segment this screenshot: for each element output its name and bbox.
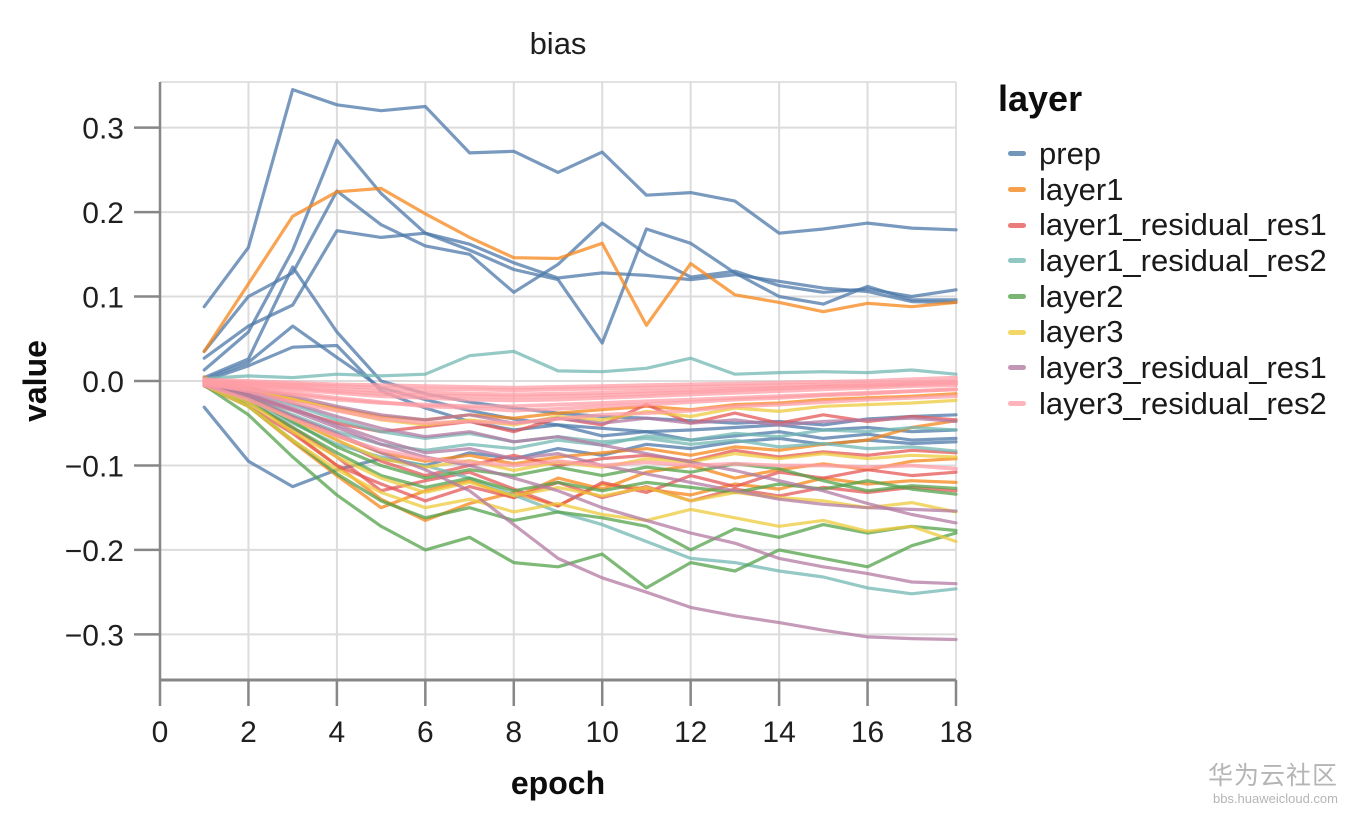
legend-swatch-layer3 <box>1008 329 1026 335</box>
line-prep <box>202 138 958 372</box>
x-tick-label: 14 <box>762 716 795 749</box>
data-lines <box>202 87 958 642</box>
legend-label: layer1_residual_res2 <box>1039 242 1327 278</box>
legend-swatch-layer1_residual_res1 <box>1008 222 1026 228</box>
legend-label: layer1_residual_res1 <box>1039 207 1327 243</box>
legend-label: layer3_residual_res1 <box>1039 349 1327 385</box>
line-layer3_residual_res2 <box>202 378 958 393</box>
line-layer1_residual_res2 <box>202 383 958 596</box>
legend-swatch-layer2 <box>1008 294 1026 300</box>
line-layer3_residual_res2 <box>202 383 958 471</box>
line-prep <box>202 87 958 309</box>
line-prep <box>202 189 958 353</box>
y-tick-label: 0.3 <box>82 113 124 146</box>
y-tick-label: 0.1 <box>82 282 124 315</box>
y-tick-label: 0.0 <box>82 366 124 399</box>
axes: 0.3 0.2 0.1 0.0 −0.1 −0.2 −0.3 0 2 4 6 8 10 12 14 16 18 <box>65 82 973 749</box>
legend-item-layer3_residual_res2: layer3_residual_res2 <box>1008 386 1327 422</box>
legend-label: layer3 <box>1039 314 1124 350</box>
legend-item-layer1_residual_res2: layer1_residual_res2 <box>1008 243 1327 279</box>
line-layer3 <box>202 383 958 544</box>
y-tick-label: −0.3 <box>65 619 124 652</box>
y-tick-label: −0.1 <box>65 450 124 483</box>
legend-label: layer2 <box>1039 278 1124 314</box>
x-tick-label: 10 <box>586 716 619 749</box>
line-layer1 <box>202 186 958 353</box>
legend: layer prep layer1 layer1_residual_res1 laye… <box>998 80 1327 422</box>
line-layer3_residual_res1 <box>202 380 958 427</box>
legend-swatch-layer3_residual_res2 <box>1008 401 1026 407</box>
line-layer3_residual_res1 <box>202 381 958 513</box>
y-tick-label: 0.2 <box>82 197 124 230</box>
legend-item-layer2: layer2 <box>1008 279 1327 315</box>
line-layer1 <box>202 383 958 422</box>
legend-item-layer3_residual_res1: layer3_residual_res1 <box>1008 350 1327 386</box>
x-axis-title: epoch <box>511 765 605 801</box>
line-layer1_residual_res2 <box>202 349 958 381</box>
line-layer3_residual_res1 <box>202 383 958 642</box>
legend-item-layer3: layer3 <box>1008 314 1327 350</box>
line-layer3_residual_res1 <box>202 382 958 586</box>
x-tick-label: 18 <box>939 716 972 749</box>
line-layer3 <box>202 381 958 514</box>
legend-label: prep <box>1039 135 1102 171</box>
line-layer3_residual_res1 <box>202 381 958 525</box>
x-tick-label: 0 <box>152 716 169 749</box>
line-layer1_residual_res2 <box>202 379 958 453</box>
x-tick-label: 16 <box>851 716 884 749</box>
legend-swatch-prep <box>1008 151 1026 157</box>
x-tick-label: 6 <box>417 716 434 749</box>
line-layer3_residual_res2 <box>202 379 958 413</box>
legend-swatch-layer3_residual_res1 <box>1008 365 1026 371</box>
x-tick-label: 12 <box>674 716 707 749</box>
legend-swatch-layer1 <box>1008 187 1026 193</box>
watermark: 华为云社区 bbs.huaweicloud.com <box>1208 761 1338 807</box>
x-tick-label: 4 <box>329 716 346 749</box>
watermark-url: bbs.huaweicloud.com <box>1212 791 1338 806</box>
legend-label: layer1 <box>1039 171 1124 207</box>
line-layer2 <box>202 381 958 496</box>
line-layer2 <box>202 381 958 552</box>
x-tick-label: 8 <box>505 716 522 749</box>
line-layer2 <box>202 382 958 493</box>
legend-items: prep layer1 layer1_residual_res1 layer1_res… <box>998 136 1327 422</box>
y-axis-title: value <box>17 340 53 422</box>
x-tick-label: 2 <box>240 716 257 749</box>
line-prep <box>202 343 958 442</box>
line-layer2 <box>202 383 958 590</box>
legend-item-layer1: layer1 <box>1008 172 1327 208</box>
line-prep <box>202 229 958 360</box>
legend-label: layer3_residual_res2 <box>1039 385 1327 421</box>
y-tick-label: −0.2 <box>65 535 124 568</box>
legend-title: layer <box>998 78 1083 119</box>
legend-item-prep: prep <box>1008 136 1327 172</box>
legend-item-layer1_residual_res1: layer1_residual_res1 <box>1008 207 1327 243</box>
line-prep <box>202 265 958 427</box>
chart-title: bias <box>530 26 587 61</box>
line-layer3_residual_res2 <box>202 381 958 426</box>
line-layer3_residual_res2 <box>202 379 958 399</box>
legend-swatch-layer1_residual_res2 <box>1008 258 1026 264</box>
watermark-text: 华为云社区 <box>1207 762 1338 790</box>
